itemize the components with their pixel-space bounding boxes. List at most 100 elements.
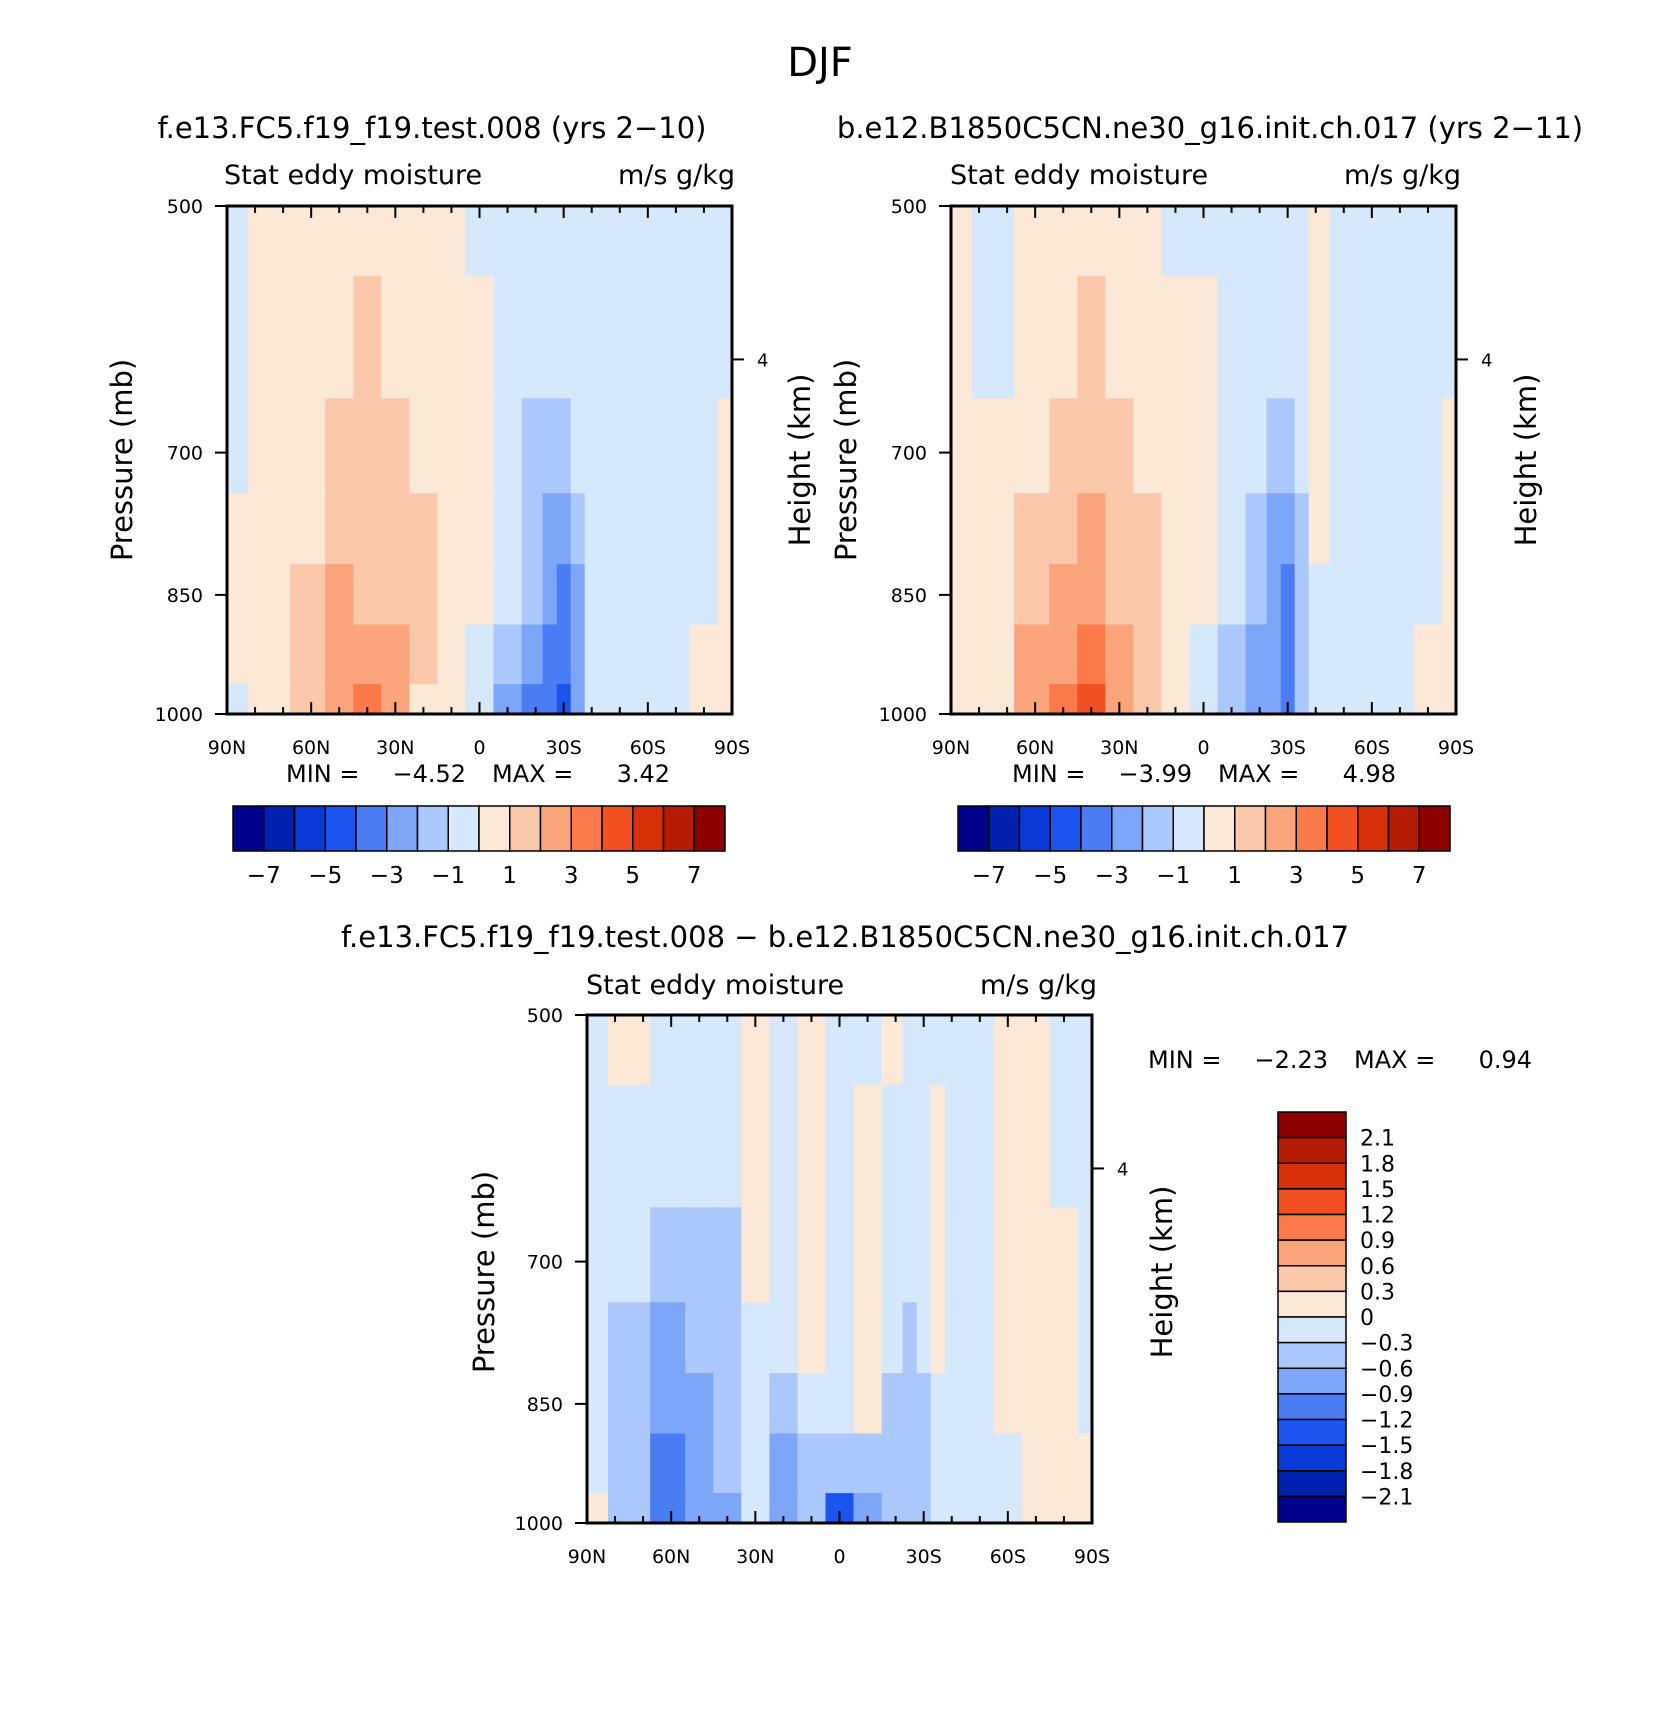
colorbar-tick-label: 1 (502, 863, 517, 889)
y-right-tick-label: 4 (1481, 350, 1492, 371)
field-cell (1021, 1084, 1051, 1208)
colorbar-tick-label: −0.3 (1360, 1332, 1413, 1357)
field-cell (542, 684, 558, 714)
panel-1-ylabel-right: Height (km) (783, 374, 817, 547)
y-tick-label: 1000 (879, 704, 927, 726)
field-cell (1245, 684, 1268, 714)
field-cell (227, 206, 249, 277)
field-cell (916, 1373, 932, 1435)
x-tick-label: 0 (473, 737, 485, 759)
field-cell (1077, 275, 1106, 399)
field-cell (409, 206, 439, 277)
field-cell (650, 1084, 686, 1208)
field-cell (881, 1084, 904, 1208)
field-cell (1385, 398, 1415, 494)
panel-2-contour-field: 90N 60N 30N 0 30S 60S 90S 500 700 850 1000 4 (879, 196, 1493, 759)
field-cell (853, 1207, 883, 1303)
colorbar-swatch (1277, 1162, 1347, 1190)
field-cell (689, 275, 719, 399)
colorbar-tick-label: 1.8 (1360, 1152, 1395, 1177)
colorbar-swatch (1277, 1341, 1347, 1369)
colorbar-swatch (662, 805, 695, 852)
colorbar-swatch (1277, 1367, 1347, 1395)
field-cell (972, 624, 1015, 685)
field-cell (797, 1302, 827, 1374)
field-cell (1308, 564, 1331, 626)
field-cell (685, 1207, 714, 1303)
field-cell (437, 624, 467, 685)
field-cell (1442, 684, 1456, 714)
x-tick-label: 30N (736, 1546, 774, 1568)
field-cell (1280, 275, 1296, 399)
colorbar-tick-label: 3 (564, 863, 579, 889)
field-cell (1049, 624, 1078, 685)
field-cell (353, 275, 382, 399)
colorbar-tick-label: 0.3 (1360, 1280, 1395, 1305)
colorbar-swatch (1018, 805, 1051, 852)
field-cell (930, 1493, 946, 1523)
field-cell (1049, 1015, 1079, 1086)
field-cell (1021, 1207, 1051, 1303)
field-cell (1329, 206, 1359, 277)
field-cell (797, 1207, 827, 1303)
field-cell (608, 1015, 651, 1086)
field-cell (605, 275, 635, 399)
field-cell (1245, 564, 1268, 626)
x-tick-label: 30N (376, 737, 414, 759)
colorbar-swatch (1277, 1444, 1347, 1472)
field-cell (1077, 564, 1106, 626)
field-cell (1014, 206, 1050, 277)
field-cell (584, 493, 607, 565)
x-tick-label: 90N (568, 1546, 606, 1568)
colorbar-swatch (263, 805, 296, 852)
x-tick-label: 30N (1100, 737, 1138, 759)
colorbar-swatch (988, 805, 1021, 852)
colorbar-swatch (1277, 1188, 1347, 1216)
field-cell (1105, 564, 1134, 626)
field-cell (930, 1373, 946, 1435)
field-cell (1266, 206, 1282, 277)
colorbar-tick-label: −1.5 (1360, 1434, 1413, 1459)
panel-3-max-label: MAX = (1354, 1046, 1435, 1074)
field-cell (1078, 1433, 1092, 1494)
field-cell (930, 1207, 946, 1303)
panel-3-right-label: m/s g/kg (980, 970, 1097, 1001)
field-cell (1078, 1373, 1092, 1435)
field-cell (689, 624, 719, 685)
field-cell (521, 206, 544, 277)
field-cell (993, 1433, 1023, 1494)
field-cell (1308, 493, 1331, 565)
field-cell (1105, 398, 1134, 494)
field-cell (1442, 398, 1456, 494)
field-cell (1357, 398, 1387, 494)
field-cell (1049, 1433, 1079, 1494)
field-cell (718, 684, 732, 714)
field-cell (465, 624, 495, 685)
field-cell (325, 624, 354, 685)
colorbar-tick-label: 7 (1412, 863, 1427, 889)
field-cell (465, 275, 495, 399)
field-cell (584, 564, 607, 626)
field-cell (965, 1433, 995, 1494)
field-cell (1161, 275, 1191, 399)
field-cell (741, 1207, 770, 1303)
field-cell (290, 275, 326, 399)
field-cell (1280, 684, 1296, 714)
field-cell (290, 564, 326, 626)
field-cell (965, 1373, 995, 1435)
field-cell (1014, 564, 1050, 626)
field-cell (1280, 564, 1296, 626)
field-cell (325, 398, 354, 494)
colorbar-tick-label: −0.6 (1360, 1357, 1413, 1382)
field-cell (769, 1433, 799, 1494)
field-cell (556, 398, 572, 494)
field-cell (1189, 398, 1219, 494)
field-cell (1189, 275, 1219, 399)
colorbar-tick-label: 1 (1227, 863, 1242, 889)
field-cell (1014, 275, 1050, 399)
field-cell (916, 1015, 932, 1086)
field-cell (1078, 1207, 1092, 1303)
field-cell (1014, 398, 1050, 494)
field-cell (902, 1084, 918, 1208)
